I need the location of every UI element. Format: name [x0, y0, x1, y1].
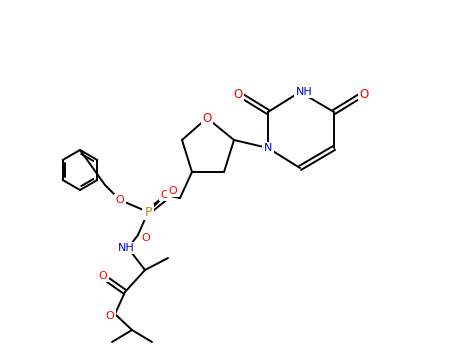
Text: NH: NH: [296, 87, 313, 97]
Text: O: O: [202, 112, 212, 125]
Text: O: O: [161, 190, 169, 200]
Text: O: O: [99, 271, 107, 281]
Text: P: P: [144, 205, 152, 218]
Text: O: O: [233, 88, 243, 100]
Text: O: O: [106, 311, 114, 321]
Text: N: N: [264, 143, 272, 153]
Text: NH: NH: [118, 243, 134, 253]
Text: O: O: [359, 88, 369, 100]
Text: O: O: [116, 195, 124, 205]
Text: O: O: [142, 233, 150, 243]
Text: O: O: [169, 186, 177, 196]
